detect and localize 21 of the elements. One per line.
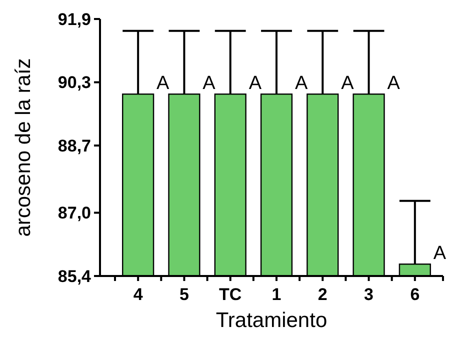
y-tick-label: 91,9: [58, 10, 91, 29]
x-tick-label: 3: [364, 285, 374, 304]
annotation: A: [294, 72, 308, 94]
y-tick-label: 87,0: [58, 204, 91, 223]
y-axis-title: arcoseno de la raíz: [12, 58, 35, 237]
annotation: A: [433, 242, 446, 264]
y-tick-label: 90,3: [58, 73, 91, 92]
x-tick-label: 4: [133, 285, 144, 304]
y-tick-label: 85,4: [58, 266, 92, 286]
annotation: A: [341, 72, 354, 94]
annotation: A: [202, 72, 216, 94]
y-tick-label: 88,7: [58, 136, 91, 156]
annotation: A: [387, 72, 400, 94]
x-axis-title: Tratamiento: [216, 309, 328, 332]
annotation: A: [248, 72, 262, 94]
x-tick-label: 6: [410, 285, 420, 304]
x-tick-label: 2: [318, 285, 328, 304]
x-tick-label: 5: [179, 285, 189, 304]
x-tick-label: TC: [219, 285, 242, 304]
annotation: A: [156, 72, 170, 94]
x-tick-label: 1: [272, 285, 282, 304]
